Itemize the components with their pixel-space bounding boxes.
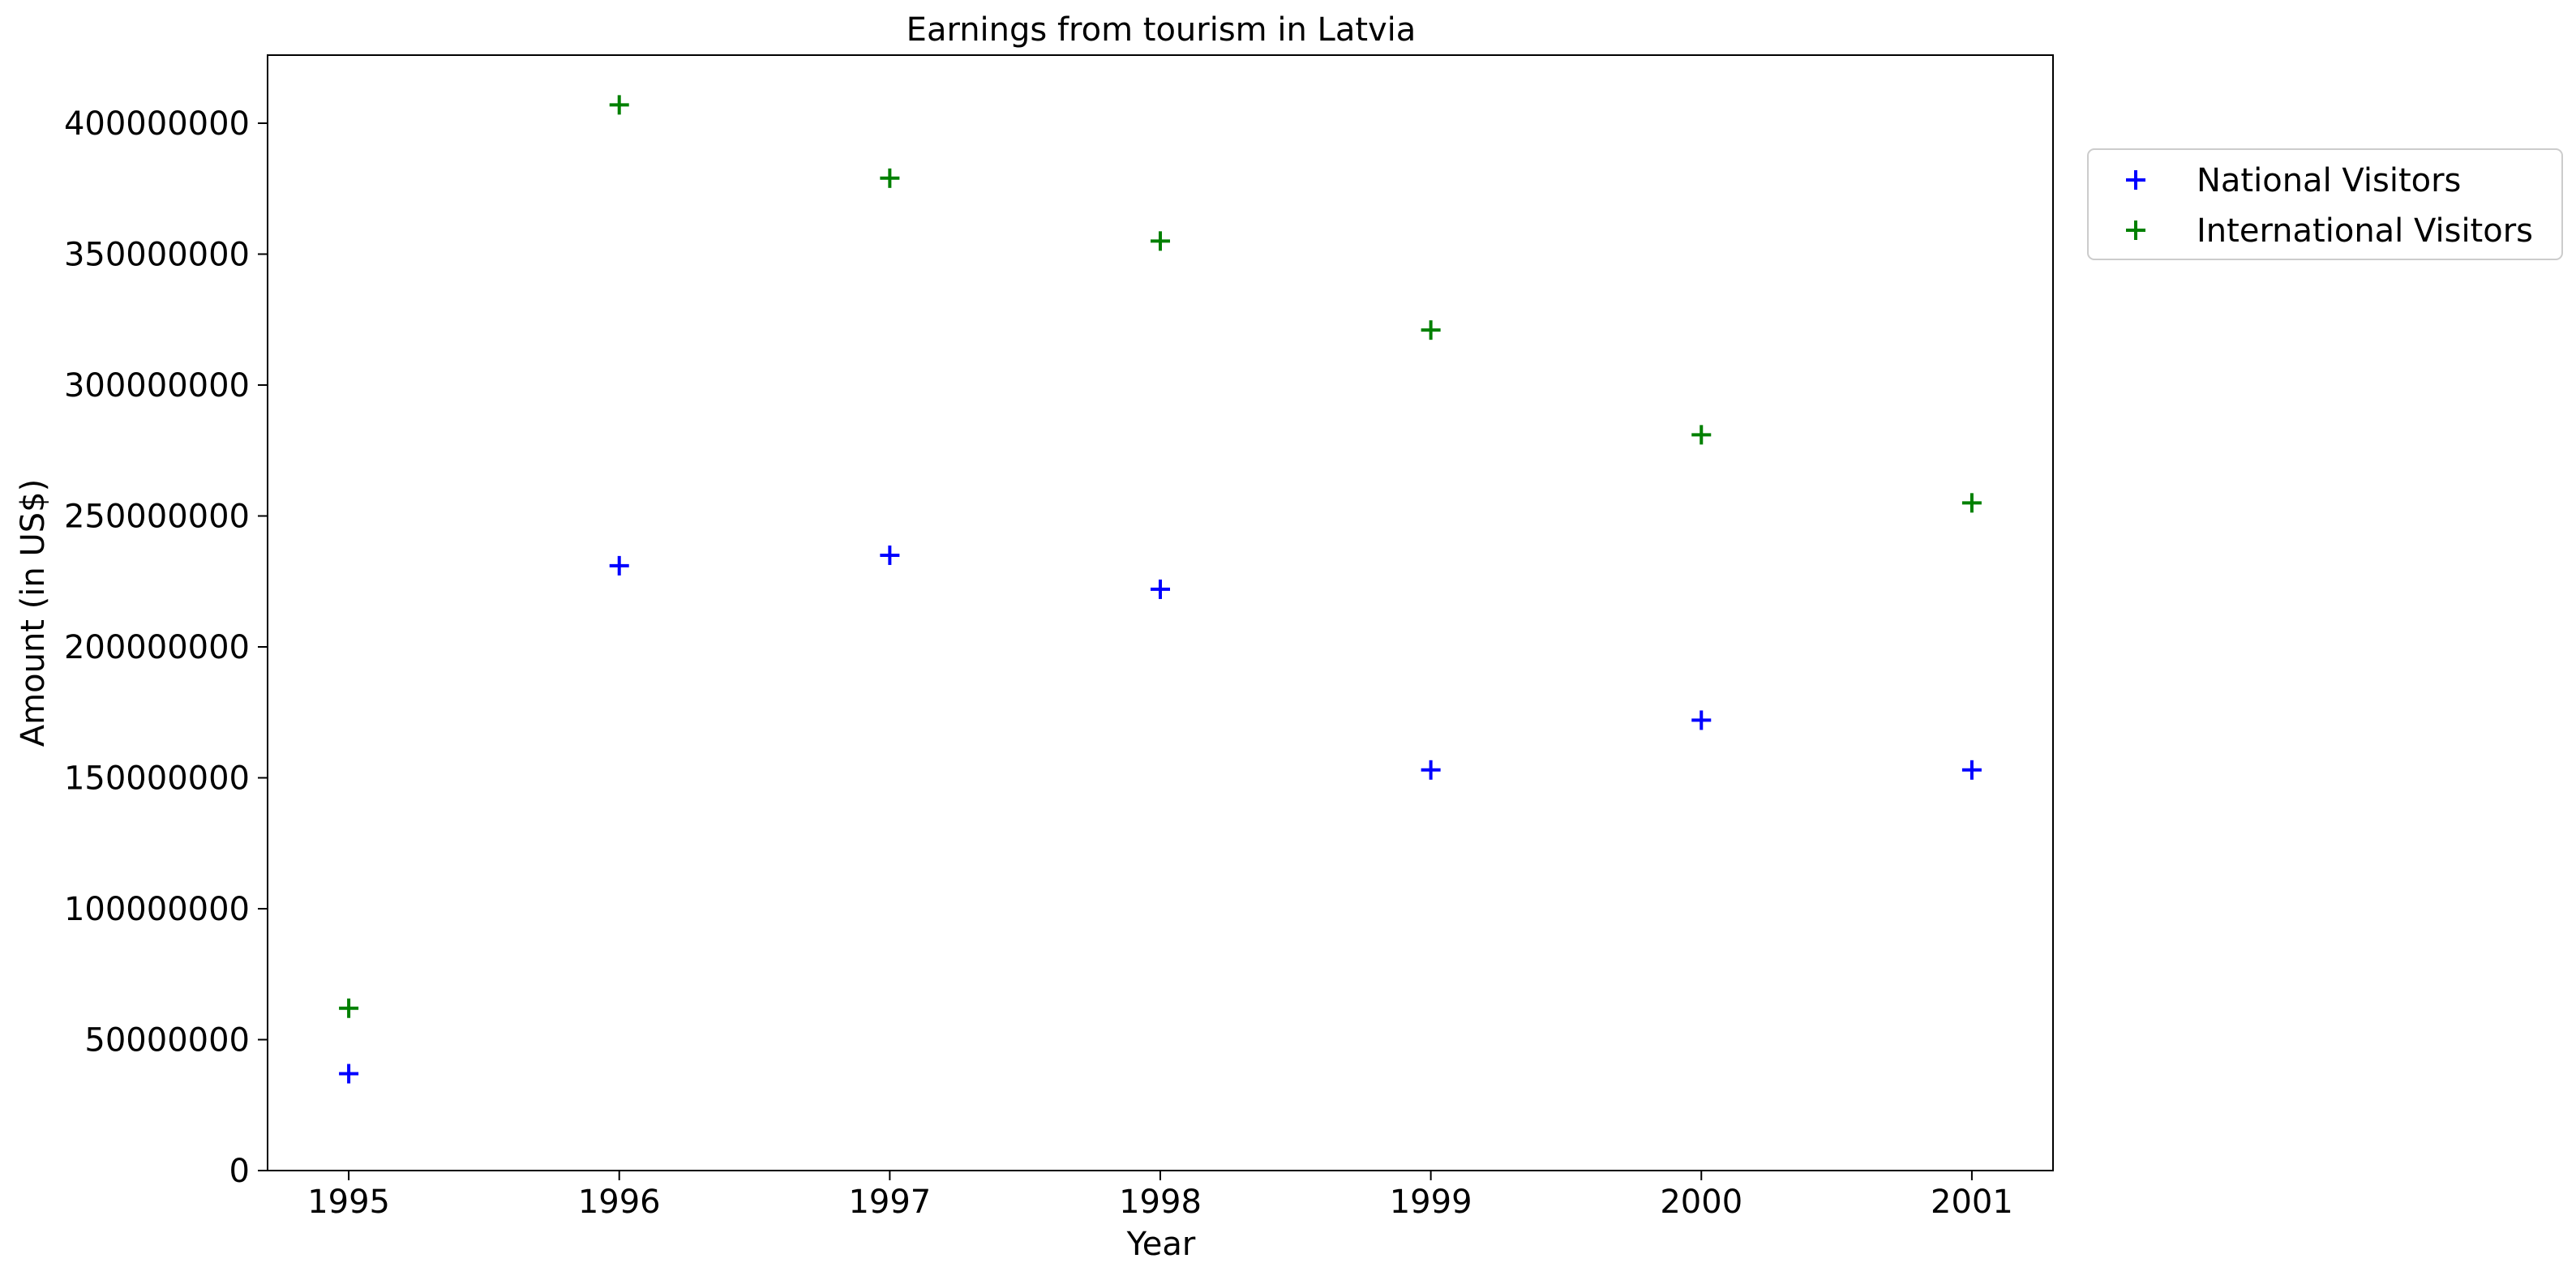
y-tick-label: 50000000 (84, 1021, 250, 1059)
y-axis-ticks: 0 50000000 100000000 150000000 200000000 2500… (64, 105, 268, 1190)
x-tick-label: 1996 (578, 1184, 661, 1221)
x-tick-label: 1999 (1390, 1184, 1472, 1221)
x-tick-label: 1997 (848, 1184, 931, 1221)
plot-area-frame (267, 54, 2054, 1171)
legend-entry: International Visitors (2126, 212, 2533, 250)
x-axis-label: Year (1126, 1226, 1196, 1263)
data-point (1691, 425, 1712, 445)
y-tick-label: 100000000 (64, 891, 250, 928)
y-tick-label: 0 (229, 1153, 250, 1190)
data-point (609, 95, 629, 115)
legend-label: National Visitors (2197, 162, 2461, 199)
chart-title: Earnings from tourism in Latvia (907, 11, 1417, 49)
data-point (1691, 710, 1712, 730)
y-tick-label: 200000000 (64, 629, 250, 666)
legend-entries: National Visitors International Visitors (2126, 162, 2533, 250)
legend: National Visitors International Visitors (2087, 148, 2563, 260)
y-tick-label: 150000000 (64, 760, 250, 797)
legend-box (2087, 148, 2563, 260)
y-tick-label: 250000000 (64, 498, 250, 535)
y-tick-label: 400000000 (64, 105, 250, 143)
y-axis-label: Amount (in US$) (15, 479, 52, 747)
series-national-visitors (339, 545, 1982, 1084)
data-point (339, 1064, 359, 1084)
legend-marker (2126, 170, 2145, 190)
x-axis-ticks: 1995 1996 1997 1998 1999 2000 2001 (307, 1171, 2013, 1221)
data-points (339, 95, 1982, 1084)
data-point (1421, 760, 1441, 780)
data-point (1151, 579, 1170, 599)
data-point (880, 545, 900, 565)
legend-label: International Visitors (2197, 212, 2533, 250)
x-tick-label: 2001 (1931, 1184, 2013, 1221)
legend-entry: National Visitors (2126, 162, 2461, 199)
data-point (1961, 493, 1982, 513)
x-tick-label: 1995 (307, 1184, 390, 1221)
y-tick-label: 350000000 (64, 236, 250, 273)
x-tick-label: 2000 (1660, 1184, 1742, 1221)
data-point (609, 555, 629, 576)
legend-marker (2126, 220, 2145, 240)
data-point (1151, 231, 1170, 251)
x-tick-label: 1998 (1119, 1184, 1202, 1221)
data-point (880, 168, 900, 188)
data-point (339, 998, 359, 1018)
data-point (1961, 760, 1982, 780)
y-tick-label: 300000000 (64, 367, 250, 405)
series-international-visitors (339, 95, 1982, 1018)
data-point (1421, 320, 1441, 340)
